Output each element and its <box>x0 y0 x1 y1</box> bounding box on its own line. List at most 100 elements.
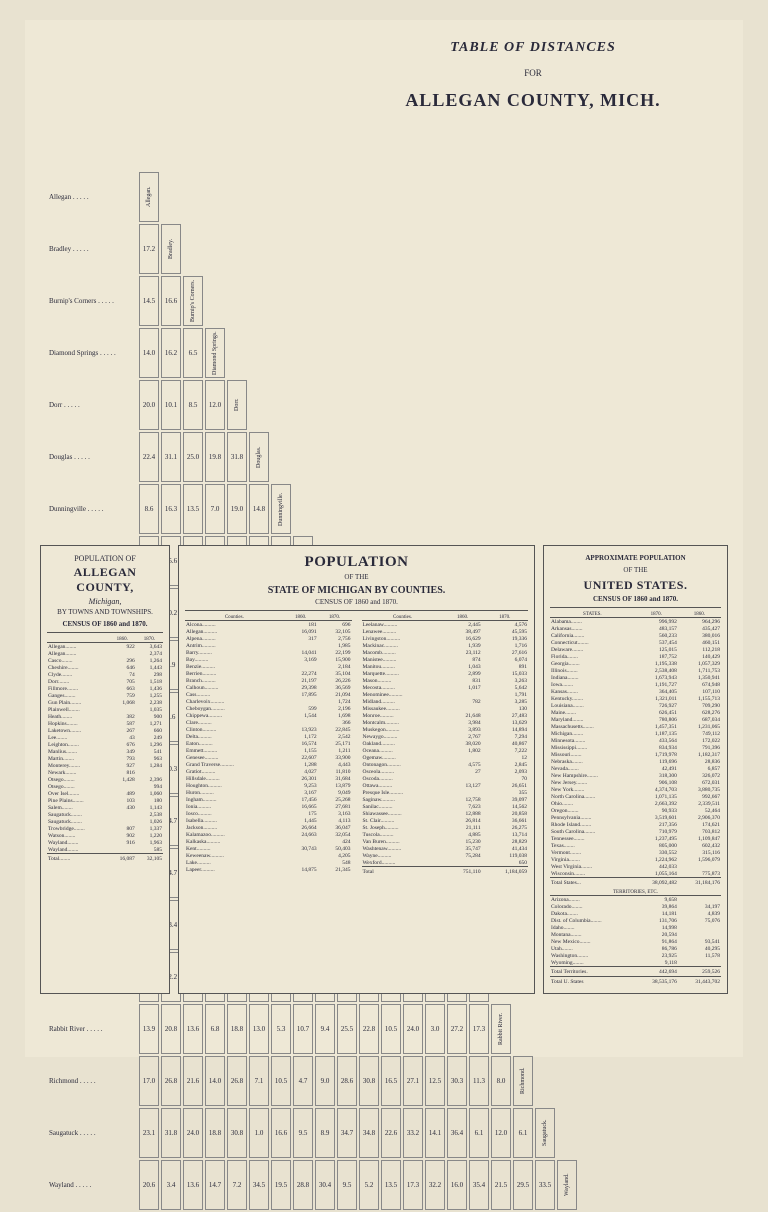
state-name: Vermont........ <box>550 849 635 856</box>
cpop-1860 <box>284 859 318 866</box>
p3-t1: APPROXIMATE POPULATION <box>550 554 721 562</box>
state-name: Rhode Island........ <box>550 821 635 828</box>
dist-col-label: Burnip's Corners. <box>183 276 203 326</box>
dist-cell: 12.0 <box>491 1108 511 1158</box>
dist-cell: 34.7 <box>337 1108 357 1158</box>
spop-1860: 775,873 <box>678 870 721 878</box>
cpop-1870: 50,403 <box>318 845 352 852</box>
state-name: Virginia........ <box>550 856 635 863</box>
pop-1860 <box>109 818 136 825</box>
dist-cell: 8.5 <box>183 380 203 430</box>
spop-1860: 1,155,713 <box>678 695 721 702</box>
dist-col-label: Richmond. <box>513 1056 533 1106</box>
cpop-1860: 3,167 <box>284 789 318 796</box>
pop-1870 <box>136 769 163 776</box>
pop-1860: 705 <box>109 678 136 685</box>
spop-1870: 560,233 <box>635 632 678 639</box>
cpop-1870: 26,651 <box>482 782 528 789</box>
spop-1860: 1,231,065 <box>678 723 721 730</box>
pop-1870: 1,271 <box>136 720 163 727</box>
dist-cell: 33.5 <box>535 1160 555 1210</box>
town-name: Monterey........ <box>47 762 109 769</box>
cpop-1870: 36,047 <box>318 824 352 831</box>
state-name: Kentucky........ <box>550 695 635 702</box>
county-name: Mecosta.......... <box>362 684 444 691</box>
cpop-1860: 13,127 <box>444 782 482 789</box>
p1-t4: BY TOWNS AND TOWNSHIPS. <box>47 608 163 616</box>
state-name: Michigan........ <box>550 730 635 737</box>
spop-1860: 326,072 <box>678 772 721 779</box>
cpop-1870: 21,094 <box>318 691 352 698</box>
spop-1870: 90,933 <box>635 807 678 814</box>
town-name: Wayland........ <box>47 846 109 854</box>
town-name: Pine Plains........ <box>47 797 109 804</box>
state-name: Alabama........ <box>550 618 635 626</box>
dist-cell: 24.0 <box>183 1108 203 1158</box>
spop-1860: 6,857 <box>678 765 721 772</box>
cpop-1860: 13,923 <box>284 726 318 733</box>
pop-1860: 807 <box>109 825 136 832</box>
tpop-1860: 40,295 <box>678 945 721 952</box>
spop-1870: 1,191,727 <box>635 681 678 688</box>
terr-name: Montana........ <box>550 931 635 938</box>
dist-cell: 31.8 <box>161 1108 181 1158</box>
cpop-1860: 4,027 <box>284 768 318 775</box>
spop-1860: 749,112 <box>678 730 721 737</box>
cpop-1870: 45,595 <box>482 628 528 635</box>
county-name: Delta.......... <box>185 733 284 740</box>
terr-name: Wyoming........ <box>550 959 635 967</box>
spop-1860: 1,350,941 <box>678 674 721 681</box>
dist-row-label: Richmond . . . . . <box>47 1056 137 1106</box>
spop-1860: 112,218 <box>678 646 721 653</box>
terr-name: Washington........ <box>550 952 635 959</box>
pop-1870: 2,374 <box>136 650 163 657</box>
town-name: Hopkins........ <box>47 720 109 727</box>
pop-1860: 74 <box>109 671 136 678</box>
title-for: FOR <box>363 68 703 78</box>
tpop-1860: 93,541 <box>678 938 721 945</box>
cpop-1860: 23,112 <box>444 649 482 656</box>
cpop-1860: 2,899 <box>444 670 482 677</box>
tpop-1870: 9,658 <box>635 896 678 904</box>
spop-1870: 1,457,351 <box>635 723 678 730</box>
tpop-1870: 39,864 <box>635 903 678 910</box>
tpop-1860 <box>678 931 721 938</box>
dist-cell: 30.3 <box>447 1056 467 1106</box>
dist-cell: 27.1 <box>403 1056 423 1106</box>
cpop-1860: 24,663 <box>284 831 318 838</box>
spop-1860: 315,116 <box>678 849 721 856</box>
state-name: Nebraska........ <box>550 758 635 765</box>
pop-1860: 1,428 <box>109 776 136 783</box>
dist-cell: 19.5 <box>271 1160 291 1210</box>
county-name: Marquette.......... <box>362 670 444 677</box>
spop-1870: 2,538,408 <box>635 667 678 674</box>
dist-col-label: Dorr. <box>227 380 247 430</box>
dist-cell: 13.0 <box>249 1004 269 1054</box>
county-name: Iosco.......... <box>185 810 284 817</box>
county-name: Ogemaw.......... <box>362 754 444 761</box>
spop-1870: 483,157 <box>635 625 678 632</box>
pop-1860 <box>109 783 136 790</box>
cpop-1870: 26,275 <box>482 824 528 831</box>
spop-1870: 442,033 <box>635 863 678 870</box>
state-name: Indiana........ <box>550 674 635 681</box>
pop-1860: 922 <box>109 643 136 651</box>
dist-cell: 7.0 <box>205 484 225 534</box>
cpop-1860: 1,017 <box>444 684 482 691</box>
dist-cell: 32.2 <box>425 1160 445 1210</box>
title-county: ALLEGAN COUNTY, MICH. <box>363 90 703 111</box>
dist-col-label: Saugatuck. <box>535 1108 555 1158</box>
dist-cell: 9.0 <box>315 1056 335 1106</box>
dist-row-label: Saugatuck . . . . . <box>47 1108 137 1158</box>
cpop-1860: 4,885 <box>444 831 482 838</box>
pop-1860: 587 <box>109 720 136 727</box>
spop-1870: 1,195,338 <box>635 660 678 667</box>
dist-cell: 16.5 <box>381 1056 401 1106</box>
dist-cell: 24.0 <box>403 1004 423 1054</box>
cpop-1870: 1,791 <box>482 691 528 698</box>
dist-cell: 22.6 <box>381 1108 401 1158</box>
pop-1870: 541 <box>136 748 163 755</box>
state-name: Ohio........ <box>550 800 635 807</box>
dist-cell: 34.5 <box>249 1160 269 1210</box>
p2-t2: OF THE <box>185 573 528 581</box>
